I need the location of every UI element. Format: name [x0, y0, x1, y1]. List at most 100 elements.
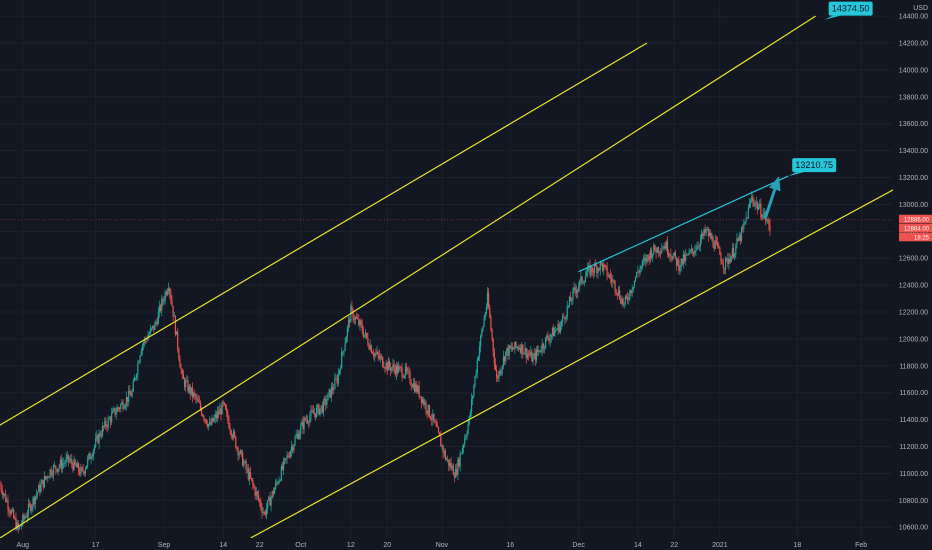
candle-body [679, 267, 681, 271]
price-tick-label: 13800.00 [899, 94, 928, 101]
candle-body [251, 478, 253, 480]
candle-body [568, 297, 571, 306]
candle-body [254, 487, 256, 496]
candle-body [456, 469, 458, 475]
candle-body [425, 402, 427, 411]
candle-body [163, 300, 165, 302]
candle-body [633, 280, 636, 288]
candle-body [211, 418, 213, 425]
candle-body [219, 408, 221, 415]
candle-body [343, 350, 345, 352]
candle-body [268, 496, 270, 501]
candle-body [194, 392, 196, 396]
candle-body [663, 246, 665, 249]
time-axis[interactable]: Aug 17 Sep 14 22 Oct 12 20 Nov 16 Dec 14 22 2021 18 Feb [0, 538, 932, 550]
annotations: 13210.75 14374.50 [788, 1, 873, 177]
candle-body [281, 466, 284, 470]
candle-body [427, 404, 429, 414]
candle-body [188, 385, 190, 392]
candle-body [100, 435, 102, 437]
candle-body [328, 389, 330, 393]
candle-body [513, 349, 515, 350]
candle-body [148, 333, 150, 337]
time-tick-label: 22 [670, 542, 678, 549]
candle-body [105, 420, 107, 427]
last-price-badge-label: 18:25 [914, 235, 930, 241]
candle-body [690, 248, 692, 252]
candle-body [375, 353, 377, 355]
price-tick-label: 12600.00 [899, 256, 928, 263]
candle-body [56, 469, 58, 472]
candle-body [722, 263, 724, 268]
candle-body [199, 402, 202, 409]
candle-body [354, 317, 356, 320]
candle-body [736, 238, 738, 246]
candle-body [492, 338, 494, 352]
candle-body [177, 331, 179, 349]
candle-body [769, 224, 771, 232]
price-axis[interactable]: USD 10600.00 10800.00 11000.00 11200.00 11400… [893, 0, 932, 550]
candle-body [191, 387, 194, 397]
candle-body [720, 254, 722, 262]
candle-body [501, 365, 503, 370]
candle-body [681, 258, 683, 265]
candle-body [704, 229, 706, 233]
candle-body [51, 474, 53, 476]
candle-body [347, 319, 350, 327]
candle-body [261, 507, 263, 514]
candle-body [497, 376, 499, 379]
candle-body [475, 373, 477, 377]
candle-body [411, 385, 413, 388]
candle-body [44, 476, 47, 479]
candle-body [603, 264, 605, 271]
candle-body [642, 260, 645, 262]
candle-body [453, 474, 456, 478]
candle-body [123, 407, 125, 409]
candle-body [723, 267, 726, 270]
candle-body [358, 318, 360, 326]
candle-body [238, 453, 240, 456]
candle-body [309, 416, 311, 423]
candle-body [567, 305, 569, 307]
candle-body [620, 298, 622, 304]
candle-body [587, 266, 589, 273]
candle-body [19, 525, 22, 527]
candle-body [129, 390, 131, 395]
candle-body [570, 297, 572, 302]
candle-body [429, 416, 432, 420]
candle-body [220, 408, 222, 415]
candle-body [444, 450, 446, 459]
candle-body [52, 465, 55, 476]
candle-body [529, 354, 531, 356]
candle-body [505, 351, 507, 362]
candle-body [138, 362, 140, 364]
candle-body [743, 223, 745, 229]
candle-body [744, 221, 746, 224]
candle-body [363, 334, 366, 337]
candle-body [242, 452, 244, 466]
candle-body [466, 433, 468, 437]
last-price-badge [899, 214, 932, 224]
candle-body [406, 366, 408, 372]
candle-body [558, 323, 560, 333]
candle-body [295, 435, 297, 438]
candle-body [472, 396, 474, 399]
candle-body [62, 463, 64, 469]
candle-body [483, 318, 485, 327]
candle-body [95, 438, 97, 446]
candle-body [732, 248, 735, 258]
projection-arrow-head [769, 176, 781, 192]
candle-body [131, 391, 133, 397]
candle-body [29, 503, 31, 505]
price-tick-label: 11200.00 [899, 444, 928, 451]
candle-body [639, 268, 641, 273]
candle-body [298, 433, 301, 439]
candle-body [517, 346, 519, 349]
candle-body [521, 344, 523, 353]
candle-body [367, 337, 369, 346]
candle-body [418, 386, 420, 397]
candle-body [461, 448, 464, 454]
candle-body [432, 413, 434, 421]
candle-body [81, 467, 83, 470]
